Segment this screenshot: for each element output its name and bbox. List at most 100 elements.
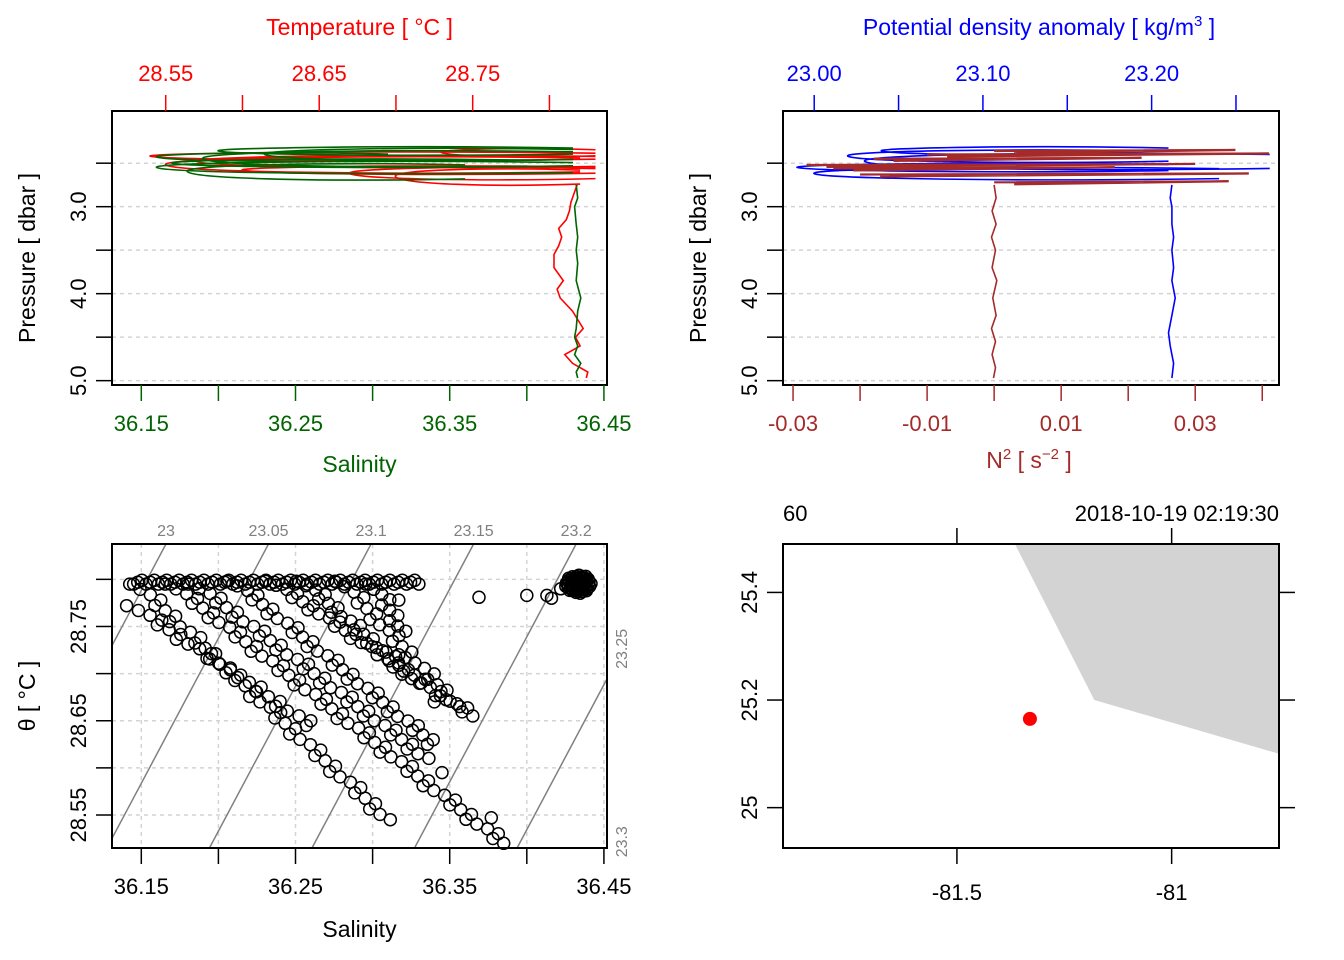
isopycnal-label: 23 xyxy=(157,523,175,540)
data-point xyxy=(392,593,406,607)
data-point xyxy=(520,588,534,603)
title-end: ] xyxy=(1202,14,1215,40)
isopycnal-label: 23.15 xyxy=(454,523,494,540)
xlabel-superscript: 2 xyxy=(1003,446,1011,463)
data-point xyxy=(268,699,283,714)
salinity-profile-line xyxy=(573,184,582,379)
axes: -81.5 -81 25 25.2 25.4 xyxy=(737,528,1295,905)
x-tick-label: 28.65 xyxy=(292,61,347,86)
data-point xyxy=(466,709,480,723)
data-point xyxy=(459,812,473,827)
series-layer xyxy=(796,145,1270,379)
data-point xyxy=(255,649,269,663)
axes: 23.00 23.10 23.20 -0.03 -0.01 0.01 0.03 3.0 4.0 5… xyxy=(737,61,1263,436)
data-point xyxy=(452,699,467,714)
data-point xyxy=(271,663,285,678)
data-point xyxy=(486,831,500,846)
data-point xyxy=(340,695,354,709)
density-profile-line xyxy=(1167,184,1177,379)
y-tick-label: 4.0 xyxy=(737,278,762,309)
x-tick-label: 36.25 xyxy=(268,874,323,899)
data-point xyxy=(296,662,310,676)
land-polygon xyxy=(1014,544,1279,754)
data-point xyxy=(407,573,422,588)
data-point xyxy=(373,807,387,822)
salinity-surface-loop xyxy=(155,160,574,175)
data-point xyxy=(122,577,137,591)
data-point xyxy=(287,678,301,692)
isopycnal-label: 23.1 xyxy=(355,523,386,540)
data-point xyxy=(411,746,425,761)
xlabel-end: ] xyxy=(1059,447,1072,473)
title-superscript: 3 xyxy=(1194,13,1202,30)
data-point xyxy=(293,732,307,747)
isopycnal-line xyxy=(413,544,577,848)
x-tick-label: 0.03 xyxy=(1174,411,1217,436)
data-point xyxy=(230,670,245,685)
y-tick-label: 28.55 xyxy=(66,787,91,842)
isopycnal-line xyxy=(311,544,475,848)
data-point xyxy=(420,737,435,752)
salinity-surface-loop xyxy=(171,158,527,169)
data-point xyxy=(399,624,413,638)
panel-ts-profile: 28.55 28.65 28.75 36.15 36.25 36.35 36.45 3.0 4.… xyxy=(14,14,631,477)
x-axis-title: Salinity xyxy=(322,916,397,942)
data-point xyxy=(544,591,559,605)
data-point xyxy=(383,728,398,742)
x-tick-label: 23.00 xyxy=(787,61,842,86)
y-tick-label: 5.0 xyxy=(66,365,91,396)
data-point xyxy=(392,648,406,662)
density-surface-loop xyxy=(796,162,1169,173)
isopycnal-line xyxy=(112,544,270,840)
n2-spike xyxy=(873,156,1142,162)
data-point xyxy=(348,786,362,800)
x-tick-label: 36.35 xyxy=(422,411,477,436)
x-tick-label: 36.45 xyxy=(576,874,631,899)
data-point xyxy=(292,709,306,723)
data-point xyxy=(131,603,146,618)
y-tick-label: 25 xyxy=(737,795,762,819)
data-point xyxy=(435,765,449,780)
axes: 36.15 36.25 36.35 36.45 28.55 28.65 28.75 xyxy=(66,578,631,899)
x-tick-label: 36.25 xyxy=(268,411,323,436)
data-point xyxy=(162,622,176,637)
isopycnal-label: 23.2 xyxy=(561,523,592,540)
data-point xyxy=(212,615,226,630)
data-point xyxy=(181,637,195,651)
data-point xyxy=(443,798,457,812)
top-axis-title: Potential density anomaly [ kg/m3 ] xyxy=(863,13,1215,40)
panel-ts-diagram: 36.15 36.25 36.35 36.45 28.55 28.65 28.75 Sali… xyxy=(14,523,631,942)
n2-spike xyxy=(927,152,1269,158)
isopycnal-label: 23.05 xyxy=(248,523,288,540)
data-point xyxy=(254,680,268,694)
x-tick-label: -81 xyxy=(1156,880,1188,905)
temperature-profile-line xyxy=(553,184,589,379)
isopycnal-label: 23.25 xyxy=(614,629,631,669)
data-point xyxy=(279,648,294,662)
xlabel-unit-superscript: −2 xyxy=(1042,446,1059,463)
data-point xyxy=(181,577,196,591)
data-point xyxy=(579,569,593,584)
plot-frame xyxy=(111,543,608,849)
isopycnal-line xyxy=(516,677,607,848)
data-point xyxy=(427,695,442,709)
data-point xyxy=(211,656,226,670)
plot-frame xyxy=(111,110,608,386)
x-tick-label: 36.15 xyxy=(114,411,169,436)
data-point xyxy=(192,642,207,656)
salinity-surface-loop xyxy=(155,152,389,163)
data-point xyxy=(155,613,169,627)
n2-spike xyxy=(806,162,1196,169)
panel-station-map: -81.5 -81 25 25.2 25.4 60 2018-10-19 02:19:3… xyxy=(737,501,1295,905)
n2-spike xyxy=(833,166,1115,172)
x-tick-label: 0.01 xyxy=(1040,411,1083,436)
x-tick-label: 23.10 xyxy=(955,61,1010,86)
data-point xyxy=(414,676,428,690)
data-point xyxy=(200,651,214,666)
data-point xyxy=(330,711,344,726)
data-point xyxy=(356,709,371,723)
data-point xyxy=(162,614,177,629)
plot-frame xyxy=(782,543,1280,849)
axes: 28.55 28.65 28.75 36.15 36.25 36.35 36.45 3.0 4.… xyxy=(66,61,631,436)
data-point xyxy=(373,745,387,759)
